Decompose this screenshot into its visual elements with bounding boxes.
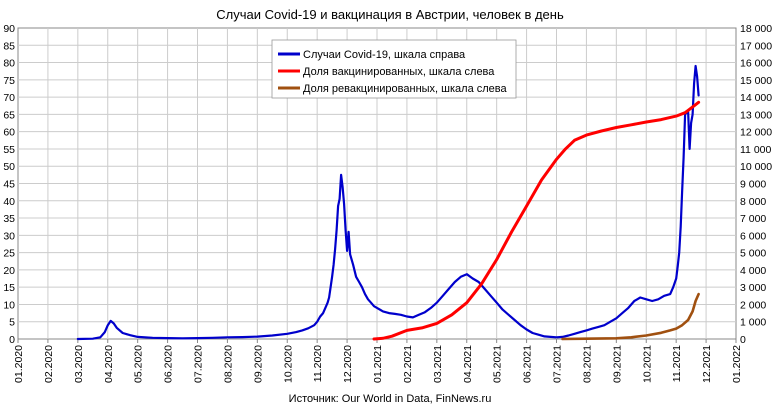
x-tick-label: 01.2020 [13,345,25,383]
x-tick-label: 08.2021 [581,345,593,383]
x-tick-label: 05.2020 [133,345,145,383]
x-tick-label: 11.2021 [671,345,683,382]
x-tick-label: 07.2020 [193,345,205,383]
source-caption: Источник: Our World in Data, FinNews.ru [289,393,492,405]
right-tick-label: 11 000 [740,144,771,156]
chart-title: Случаи Covid-19 и вакцинация в Австрии, … [216,7,564,22]
x-tick-label: 03.2021 [432,345,444,383]
left-tick-label: 5 [9,317,15,329]
left-tick-label: 80 [3,58,15,70]
right-tick-label: 13 000 [740,109,772,121]
right-tick-label: 8 000 [740,196,766,208]
x-tick-label: 09.2020 [252,345,264,383]
series-vaccinated-line [372,100,701,341]
right-tick-label: 17 000 [740,40,772,52]
right-tick-label: 14 000 [740,92,772,104]
x-tick-label: 04.2021 [462,345,474,383]
left-tick-label: 20 [3,265,15,277]
left-tick-label: 10 [3,299,15,311]
right-tick-label: 3 000 [740,282,766,294]
right-tick-label: 12 000 [740,127,772,139]
x-tick-label: 01.2022 [731,345,743,383]
x-tick-label: 02.2021 [402,345,414,383]
left-tick-label: 90 [3,23,15,35]
right-tick-label: 0 [740,334,746,346]
right-axis: 0 1 000 2 000 3 000 4 000 5 000 6 000 7 000 8 00… [740,23,772,346]
right-tick-label: 4 000 [740,265,766,277]
x-axis: 01.2020 02.2020 03.2020 04.2020 05.2020 06.20… [13,339,743,383]
left-tick-label: 35 [3,213,15,225]
legend-label-vaccinated: Доля вакцинированных, шкала слева [303,66,495,78]
left-tick-label: 15 [3,282,15,294]
right-tick-label: 10 000 [740,161,772,173]
right-tick-label: 16 000 [740,58,772,70]
left-tick-label: 25 [3,248,15,260]
left-tick-label: 0 [9,334,15,346]
legend-label-revaccinated: Доля ревакцинированных, шкала слева [303,83,508,95]
x-tick-label: 11.2020 [312,345,324,382]
left-tick-label: 30 [3,230,15,242]
right-tick-label: 7 000 [740,213,766,225]
x-tick-label: 03.2020 [73,345,85,383]
legend-box [271,39,517,99]
x-tick-label: 12.2020 [342,345,354,383]
left-tick-label: 75 [3,75,15,87]
x-tick-label: 07.2021 [552,345,564,383]
right-tick-label: 15 000 [740,75,772,87]
left-tick-label: 70 [3,92,15,104]
left-tick-label: 60 [3,127,15,139]
x-tick-label: 10.2021 [641,345,653,383]
right-tick-label: 18 000 [740,23,772,35]
right-tick-label: 2 000 [740,299,766,311]
left-tick-label: 85 [3,40,15,52]
series-layer [76,64,701,341]
x-tick-label: 10.2020 [282,345,294,383]
legend-label-cases: Случаи Covid-19, шкала справа [303,49,466,61]
x-tick-label: 12.2021 [701,345,713,383]
x-tick-label: 01.2021 [372,345,384,383]
right-tick-label: 5 000 [740,248,766,260]
grid [18,28,736,339]
left-tick-label: 55 [3,144,15,156]
left-tick-label: 50 [3,161,15,173]
right-tick-label: 1 000 [740,317,766,329]
x-tick-label: 08.2020 [222,345,234,383]
right-tick-label: 9 000 [740,179,766,191]
series-cases-line [76,64,700,341]
x-tick-label: 05.2021 [492,345,504,383]
x-tick-label: 06.2020 [163,345,175,383]
series-revaccinated-line [561,292,700,341]
right-tick-label: 6 000 [740,230,766,242]
left-tick-label: 65 [3,109,15,121]
left-tick-label: 45 [3,179,15,191]
x-tick-label: 04.2020 [103,345,115,383]
legend: Случаи Covid-19, шкала справа Доля вакци… [271,39,517,99]
x-tick-label: 06.2021 [522,345,534,383]
x-tick-label: 02.2020 [43,345,55,383]
left-tick-label: 40 [3,196,15,208]
left-axis: 0 5 10 15 20 25 30 35 40 45 50 55 60 65 70 75 80 85 90 [3,23,15,346]
x-tick-label: 09.2021 [611,345,623,383]
